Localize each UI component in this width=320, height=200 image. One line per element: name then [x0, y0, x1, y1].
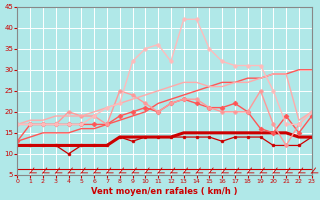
- X-axis label: Vent moyen/en rafales ( km/h ): Vent moyen/en rafales ( km/h ): [91, 187, 238, 196]
